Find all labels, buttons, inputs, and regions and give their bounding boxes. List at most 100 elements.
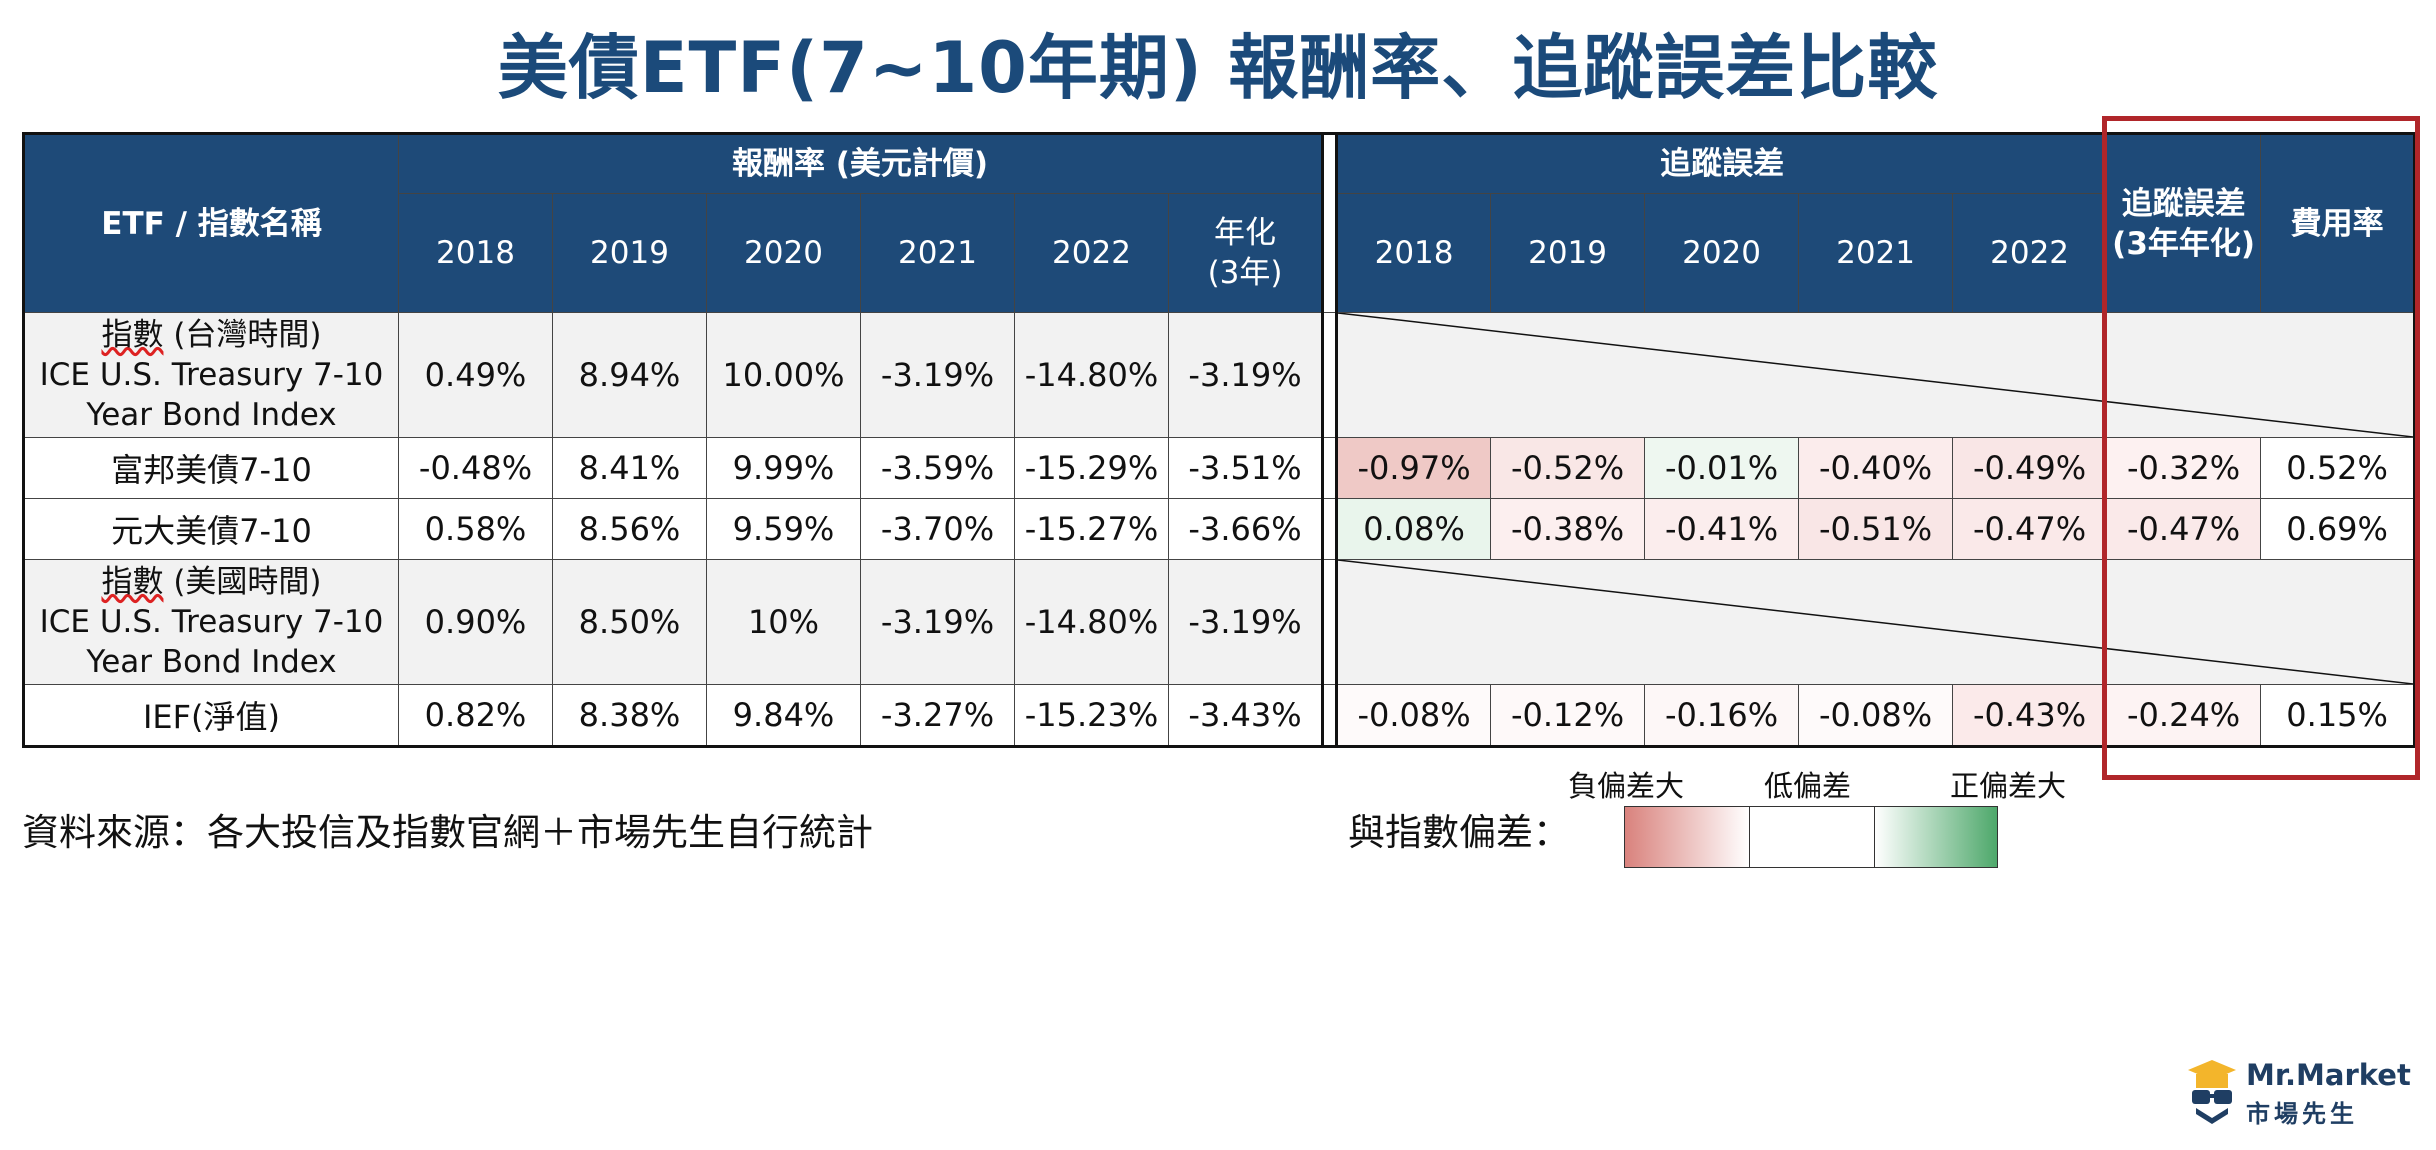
return-cell: -3.51% — [1167, 437, 1324, 499]
brand-logo: Mr.Market 市場先生 — [2182, 1052, 2412, 1132]
row-name: 指數 (台灣時間) ICE U.S. Treasury 7-10 Year Bond… — [23, 312, 399, 438]
header-te-annual-line1: 追蹤誤差 — [2121, 185, 2246, 222]
te-annual-cell: -0.24% — [2106, 684, 2262, 747]
header-return-year: 2021 — [860, 193, 1015, 313]
return-cell: 0.49% — [398, 312, 553, 438]
row-name-line: ICE U.S. Treasury 7-10 — [39, 604, 384, 640]
return-cell: 8.94% — [552, 312, 707, 438]
header-tracking-year: 2019 — [1490, 193, 1646, 313]
return-cell: 9.99% — [706, 437, 861, 499]
return-cell: -14.80% — [1014, 559, 1169, 685]
header-te-annual-line2: (3年年化) — [2112, 225, 2256, 262]
return-cell: 0.58% — [398, 498, 553, 560]
tracking-cell: -0.16% — [1644, 684, 1800, 747]
row-name: IEF(淨值) — [23, 684, 399, 747]
tracking-cell: -0.47% — [1952, 498, 2108, 560]
tracking-cell: -0.41% — [1644, 498, 1800, 560]
column-separator — [1321, 133, 1339, 313]
tracking-not-applicable — [1336, 559, 2416, 685]
data-source-note: 資料來源：各大投信及指數官網＋市場先生自行統計 — [22, 811, 873, 854]
table-row: 富邦美債7-10 -0.48% 8.41% 9.99% -3.59% -15.29% -3.… — [23, 437, 2416, 499]
return-cell: -15.27% — [1014, 498, 1169, 560]
tracking-cell: -0.52% — [1490, 437, 1646, 499]
te-annual-cell: -0.32% — [2106, 437, 2262, 499]
tracking-not-applicable — [1336, 312, 2416, 438]
graduation-cap-glasses-icon — [2188, 1060, 2236, 1124]
header-annualized-line1: 年化 — [1214, 215, 1277, 251]
te-annual-cell: -0.47% — [2106, 498, 2262, 560]
row-name-line: IEF(淨值) — [142, 698, 281, 736]
tracking-cell: -0.01% — [1644, 437, 1800, 499]
column-separator — [1321, 559, 1339, 685]
return-cell: 8.38% — [552, 684, 707, 747]
return-cell: -3.70% — [860, 498, 1015, 560]
legend-positive-label: 正偏差大 — [1950, 769, 2067, 803]
tracking-cell: -0.51% — [1798, 498, 1954, 560]
index-row: 指數 (美國時間) ICE U.S. Treasury 7-10 Year Bond… — [23, 559, 2416, 685]
return-cell: 10.00% — [706, 312, 861, 438]
header-name-col: ETF / 指數名稱 — [23, 133, 399, 313]
table-row: 元大美債7-10 0.58% 8.56% 9.59% -3.70% -15.27% -3.6… — [23, 498, 2416, 560]
diagonal-strike-line — [1338, 313, 2413, 437]
return-cell: -15.29% — [1014, 437, 1169, 499]
header-return-year: 2022 — [1014, 193, 1169, 313]
return-cell: 0.90% — [398, 559, 553, 685]
legend-negative-swatch — [1624, 806, 1750, 868]
index-row: 指數 (台灣時間) ICE U.S. Treasury 7-10 Year Bond… — [23, 312, 2416, 438]
row-name: 元大美債7-10 — [23, 498, 399, 560]
return-cell: 9.84% — [706, 684, 861, 747]
tracking-cell: -0.38% — [1490, 498, 1646, 560]
expense-cell: 0.15% — [2260, 684, 2416, 747]
column-separator — [1321, 437, 1339, 499]
return-cell: -3.59% — [860, 437, 1015, 499]
header-return-year: 2018 — [398, 193, 553, 313]
row-name-line: 指數 (台灣時間) — [101, 317, 322, 353]
return-cell: 8.50% — [552, 559, 707, 685]
row-name-line: Year Bond Index — [86, 397, 337, 433]
legend-negative-label: 負偏差大 — [1568, 769, 1685, 803]
tracking-cell: -0.08% — [1798, 684, 1954, 747]
tracking-cell: -0.49% — [1952, 437, 2108, 499]
header-expense: 費用率 — [2260, 133, 2416, 313]
legend-label: 與指數偏差： — [1348, 811, 1570, 854]
header-return-year: 2019 — [552, 193, 707, 313]
header-return-group: 報酬率 (美元計價) — [397, 133, 1324, 194]
legend-low-label: 低偏差 — [1764, 769, 1852, 803]
return-cell: -3.19% — [860, 312, 1015, 438]
legend-positive-swatch — [1874, 806, 1998, 868]
return-cell: -15.23% — [1014, 684, 1169, 747]
return-cell: -3.66% — [1167, 498, 1324, 560]
return-cell: -3.27% — [860, 684, 1015, 747]
header-tracking-year: 2018 — [1336, 193, 1492, 313]
column-separator — [1321, 498, 1339, 560]
tracking-cell: 0.08% — [1336, 498, 1492, 560]
header-tracking-group: 追蹤誤差 — [1336, 133, 2108, 194]
return-cell: 8.56% — [552, 498, 707, 560]
tracking-cell: -0.12% — [1490, 684, 1646, 747]
tracking-cell: -0.97% — [1336, 437, 1492, 499]
header-annualized: 年化 (3年) — [1167, 193, 1324, 313]
tracking-cell: -0.08% — [1336, 684, 1492, 747]
header-tracking-year: 2020 — [1644, 193, 1800, 313]
header-annualized-line2: (3年) — [1207, 255, 1283, 291]
return-cell: 0.82% — [398, 684, 553, 747]
return-cell: 9.59% — [706, 498, 861, 560]
return-cell: 10% — [706, 559, 861, 685]
row-name: 指數 (美國時間) ICE U.S. Treasury 7-10 Year Bond… — [23, 559, 399, 685]
header-tracking-year: 2021 — [1798, 193, 1954, 313]
header-tracking-year: 2022 — [1952, 193, 2108, 313]
return-cell: -14.80% — [1014, 312, 1169, 438]
diagonal-strike-line — [1338, 560, 2413, 684]
return-cell: -3.19% — [1167, 559, 1324, 685]
tracking-cell: -0.43% — [1952, 684, 2108, 747]
header-row-1: ETF / 指數名稱 報酬率 (美元計價) 追蹤誤差 追蹤誤差 (3年年化) 費用率 — [23, 133, 2416, 313]
header-row-2: 2018 2019 2020 2021 2022 年化 (3年) 2018 2019 2020 20… — [24, 193, 2415, 313]
comparison-table: ETF / 指數名稱 報酬率 (美元計價) 追蹤誤差 追蹤誤差 (3年年化) 費用率 201… — [22, 132, 2417, 748]
table-row: IEF(淨值) 0.82% 8.38% 9.84% -3.27% -15.23% -3.43… — [23, 684, 2416, 747]
row-name-line: Year Bond Index — [86, 644, 337, 680]
row-name: 富邦美債7-10 — [23, 437, 399, 499]
header-return-year: 2020 — [706, 193, 861, 313]
row-name-line: ICE U.S. Treasury 7-10 — [39, 357, 384, 393]
row-name-line: 富邦美債7-10 — [111, 451, 312, 489]
legend-low-swatch — [1749, 806, 1875, 868]
